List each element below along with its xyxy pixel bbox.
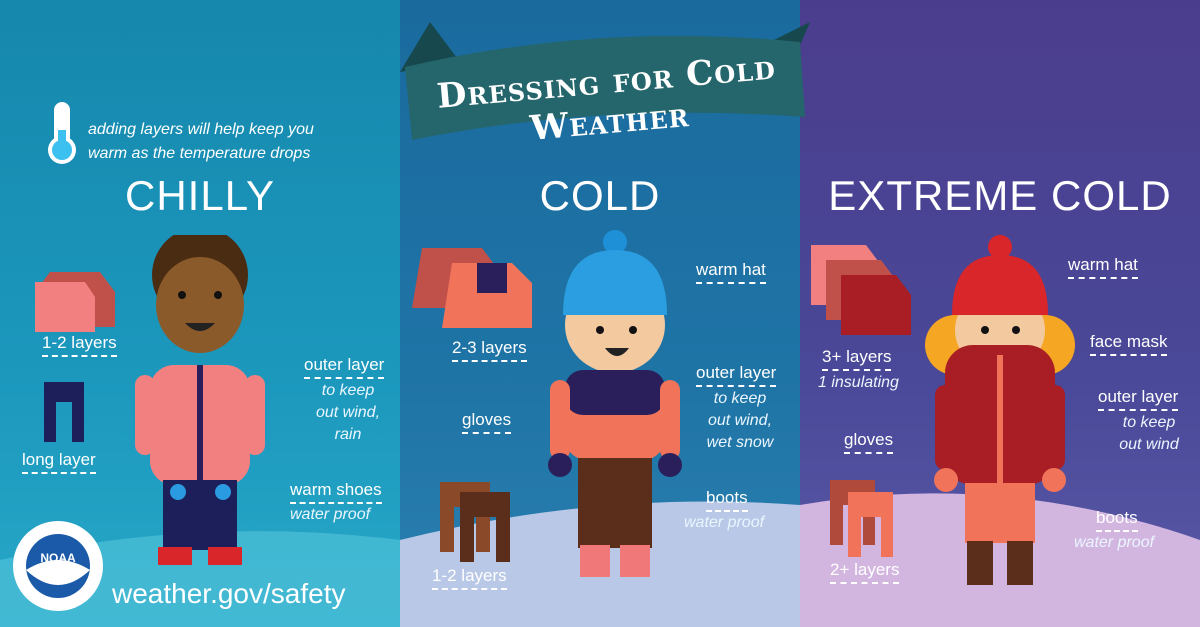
extreme-cold-panel: EXTREME COLD warm hat face mask 3+ layer… [800, 0, 1200, 627]
cold-child-figure [548, 230, 682, 577]
intro-text: adding layers will help keep you warm as … [88, 118, 314, 166]
outer-sub: to keep [1122, 414, 1176, 431]
label-gloves: gloves [844, 430, 894, 454]
jacket-layers-icon [412, 248, 532, 328]
pants-layers-icon [830, 480, 893, 557]
thermometer-icon [48, 102, 76, 164]
extreme-cold-heading: EXTREME COLD [828, 172, 1172, 219]
label-warm-hat: warm hat [696, 260, 766, 284]
extreme-child-figure [925, 235, 1075, 585]
label-boots: boots [706, 488, 748, 512]
label-outer-layer: outer layer [1098, 387, 1179, 411]
outer-sub: to keep [713, 390, 767, 407]
outer-sub: out wind [1119, 436, 1179, 453]
label-gloves: gloves [462, 410, 512, 434]
jacket-layers-icon [811, 245, 911, 335]
outer-sub: rain [334, 426, 362, 443]
label-pants-layers: 2+ layers [830, 560, 900, 584]
label-outer-layer: outer layer [696, 363, 777, 387]
intro-line: adding layers will help keep you [88, 121, 314, 138]
label-face-mask: face mask [1090, 332, 1168, 356]
outer-sub: to keep [321, 382, 375, 399]
outer-sub: wet snow [706, 434, 774, 451]
jacket-layers-icon [35, 272, 115, 332]
label-boots: boots [1096, 508, 1138, 532]
boots-sub: water proof [684, 514, 765, 531]
label-layers: 2-3 layers [452, 338, 527, 362]
intro-line: warm as the temperature drops [88, 145, 311, 162]
long-pants-icon [44, 382, 84, 442]
label-pants-layers: 1-2 layers [432, 566, 507, 590]
boots-sub: water proof [1074, 534, 1155, 551]
layers-sub: 1 insulating [818, 374, 899, 391]
label-warm-shoes: warm shoes [290, 480, 382, 504]
outer-sub: out wind, [707, 412, 773, 429]
shoes-sub: water proof [290, 506, 371, 523]
pants-layers-icon [440, 482, 510, 562]
chilly-child-figure [135, 235, 265, 565]
outer-sub: out wind, [315, 404, 381, 421]
label-outer-layer: outer layer [304, 355, 385, 379]
label-layers: 1-2 layers [42, 333, 117, 357]
title-banner [400, 22, 810, 140]
noaa-logo-text: NOAA [40, 551, 76, 565]
chilly-heading: CHILLY [125, 172, 275, 219]
safety-link[interactable]: weather.gov/safety [112, 578, 346, 609]
cold-heading: COLD [539, 172, 661, 219]
noaa-logo: NOAA [13, 521, 103, 611]
label-long-layer: long layer [22, 450, 96, 474]
label-warm-hat: warm hat [1068, 255, 1138, 279]
label-layers: 3+ layers [822, 347, 892, 371]
snow-hill [800, 493, 1200, 627]
